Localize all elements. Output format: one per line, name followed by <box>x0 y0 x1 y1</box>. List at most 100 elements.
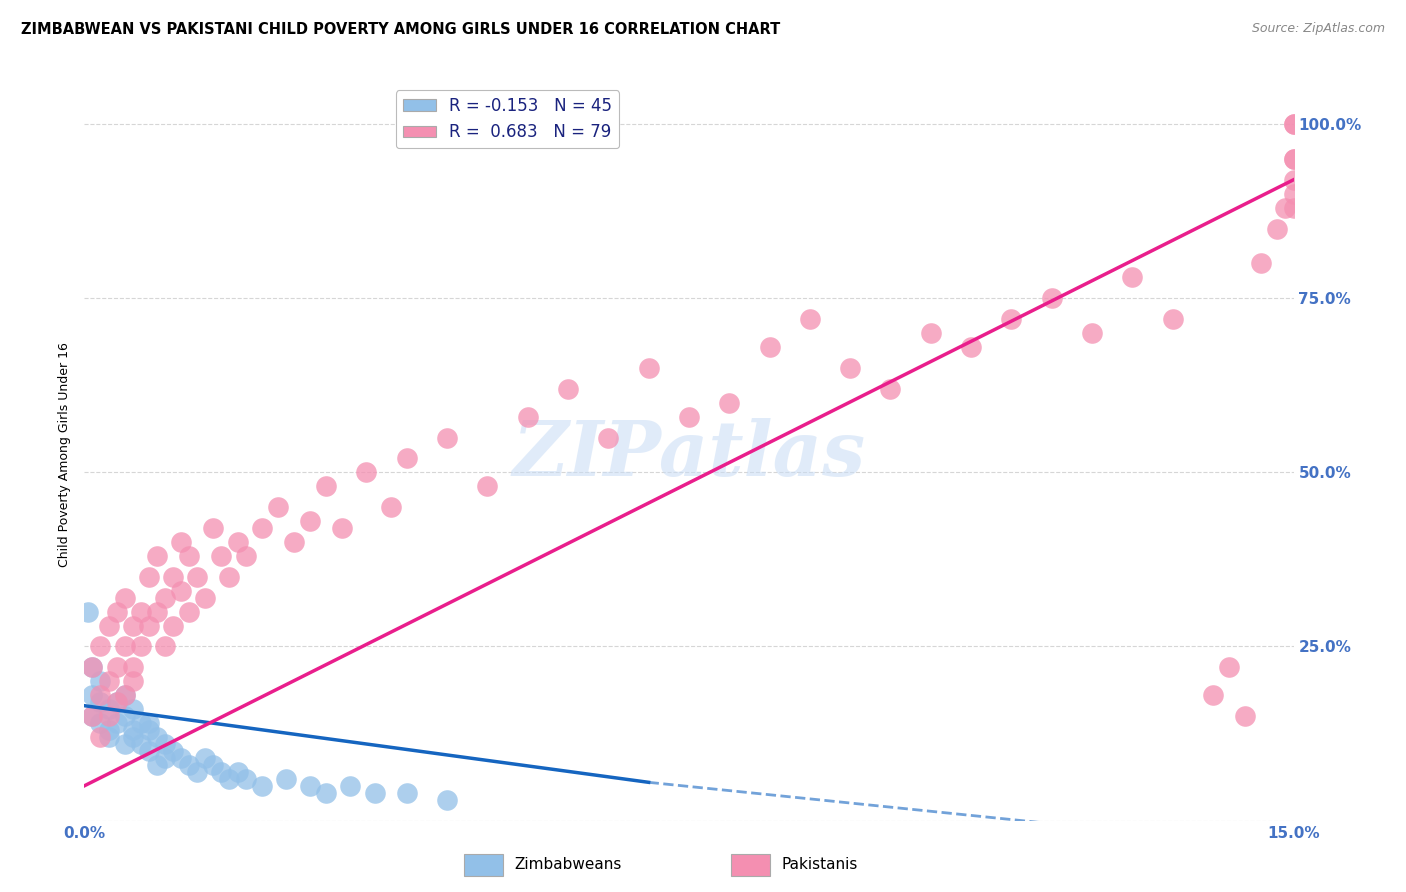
Point <box>395 451 418 466</box>
Point <box>82 709 104 723</box>
Point <box>114 640 136 654</box>
Point <box>226 764 249 779</box>
Point <box>363 786 385 800</box>
Point <box>97 709 120 723</box>
Point <box>162 618 184 632</box>
Point <box>274 772 297 786</box>
Point <box>758 340 780 354</box>
Point <box>138 570 160 584</box>
Text: ZIMBABWEAN VS PAKISTANI CHILD POVERTY AMONG GIRLS UNDER 16 CORRELATION CHART: ZIMBABWEAN VS PAKISTANI CHILD POVERTY AM… <box>21 22 780 37</box>
Point <box>138 618 160 632</box>
Point <box>121 702 143 716</box>
Point <box>162 570 184 584</box>
Point <box>89 640 111 654</box>
Point <box>138 723 160 737</box>
Point <box>194 751 217 765</box>
Point <box>250 779 273 793</box>
Point <box>299 779 322 793</box>
Point <box>138 716 160 731</box>
Point <box>129 737 152 751</box>
Point <box>121 660 143 674</box>
Point <box>153 751 176 765</box>
Point <box>1282 117 1305 131</box>
Point <box>82 660 104 674</box>
Point <box>1282 186 1305 201</box>
Point <box>436 793 458 807</box>
Point <box>267 500 290 515</box>
Point <box>146 549 169 563</box>
Point <box>226 535 249 549</box>
Point <box>97 674 120 689</box>
Point <box>153 591 176 605</box>
Point <box>89 674 111 689</box>
Point <box>1282 173 1305 187</box>
Text: ZIPatlas: ZIPatlas <box>512 418 866 491</box>
Point <box>235 772 257 786</box>
Point <box>105 660 128 674</box>
Point <box>799 312 821 326</box>
Point <box>202 521 225 535</box>
Point <box>77 605 100 619</box>
Point <box>839 360 862 375</box>
Y-axis label: Child Poverty Among Girls Under 16: Child Poverty Among Girls Under 16 <box>58 343 72 567</box>
Point <box>477 479 499 493</box>
Point <box>170 751 193 765</box>
Point <box>138 744 160 758</box>
Point <box>516 409 538 424</box>
Point <box>1081 326 1104 340</box>
Point <box>179 605 201 619</box>
Point <box>235 549 257 563</box>
Point <box>105 716 128 731</box>
Point <box>121 730 143 744</box>
Point <box>218 772 240 786</box>
Point <box>718 395 741 409</box>
Point <box>186 764 208 779</box>
Point <box>209 764 232 779</box>
Point <box>920 326 942 340</box>
Point <box>678 409 700 424</box>
Point <box>105 695 128 709</box>
Point <box>162 744 184 758</box>
Point <box>179 758 201 772</box>
Point <box>89 730 111 744</box>
Point <box>170 583 193 598</box>
Point <box>1234 709 1257 723</box>
Point <box>97 723 120 737</box>
Point <box>218 570 240 584</box>
Point <box>82 709 104 723</box>
Point <box>97 730 120 744</box>
Point <box>89 688 111 702</box>
Point <box>97 702 120 716</box>
Point <box>114 709 136 723</box>
Point <box>153 640 176 654</box>
Point <box>330 521 353 535</box>
Point <box>121 674 143 689</box>
Point <box>114 737 136 751</box>
Point <box>1282 201 1305 215</box>
Point <box>1282 152 1305 166</box>
Point <box>153 737 176 751</box>
Point <box>194 591 217 605</box>
Point <box>315 786 337 800</box>
Text: Pakistanis: Pakistanis <box>782 857 858 872</box>
Point <box>598 430 620 444</box>
Point <box>1121 270 1143 285</box>
Point <box>1161 312 1184 326</box>
Point <box>179 549 201 563</box>
Point <box>97 618 120 632</box>
Legend: R = -0.153   N = 45, R =  0.683   N = 79: R = -0.153 N = 45, R = 0.683 N = 79 <box>396 90 619 148</box>
Text: Source: ZipAtlas.com: Source: ZipAtlas.com <box>1251 22 1385 36</box>
Point <box>315 479 337 493</box>
Point <box>170 535 193 549</box>
Point <box>129 640 152 654</box>
Point <box>114 688 136 702</box>
Point <box>146 605 169 619</box>
Point <box>89 716 111 731</box>
Point <box>146 730 169 744</box>
Point <box>82 660 104 674</box>
Point <box>121 618 143 632</box>
Point <box>637 360 659 375</box>
Point <box>1282 152 1305 166</box>
Point <box>395 786 418 800</box>
Text: Zimbabweans: Zimbabweans <box>515 857 621 872</box>
